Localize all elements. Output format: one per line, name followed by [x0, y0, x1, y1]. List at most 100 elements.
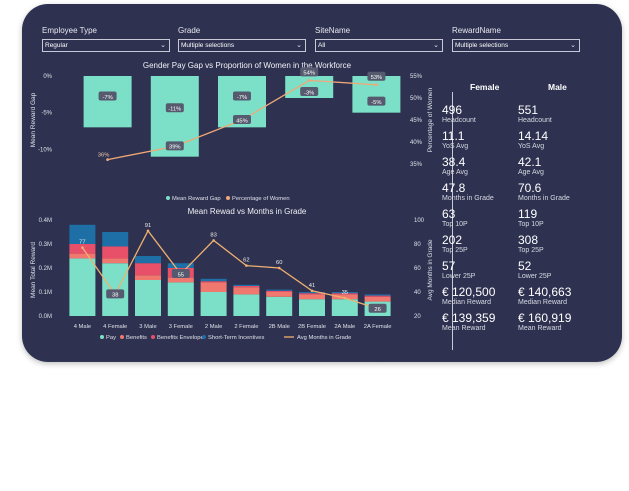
months-ytick-label: 100	[414, 218, 425, 224]
months-ytick-label: 60	[414, 266, 421, 272]
months-point	[212, 239, 215, 242]
sti-bar-segment	[364, 294, 391, 296]
pay-bar-segment	[69, 258, 96, 316]
pct-ytick-label: 45%	[410, 118, 423, 124]
kpi-female-7: € 120,500 Median Reward	[442, 286, 495, 307]
kpi-value: 57	[442, 259, 456, 273]
kpi-female-1: 11.1 YoS Avg	[442, 130, 468, 151]
chevron-down-icon: ⌄	[296, 42, 302, 49]
pct-women-point	[106, 158, 109, 162]
kpi-label: Age Avg	[442, 169, 468, 176]
kpi-value: € 120,500	[442, 285, 496, 299]
kpi-female-8: € 139,359 Mean Reward	[442, 312, 495, 333]
kpi-value: 551	[518, 103, 539, 117]
reward-xtick-label: 4 Female	[103, 324, 127, 330]
months-yaxis-title: Avg Months in Grade	[427, 239, 434, 300]
dashboard-panel: Employee Type Regular ⌄ Grade Multiple s…	[22, 4, 622, 362]
gap-data-label-bg	[165, 103, 184, 113]
reward-ytick-label: 0.2M	[39, 266, 52, 272]
legend-benefits-envelope-label: Benefits Envelope	[157, 335, 204, 341]
kpi-male-0: 551 Headcount	[518, 104, 552, 125]
benefits-envelope-bar-segment	[266, 290, 293, 292]
kpi-divider	[452, 92, 453, 350]
pct-ytick-label: 35%	[410, 162, 423, 168]
pay-bar-segment	[331, 299, 358, 316]
months-ytick-label: 20	[414, 314, 421, 320]
kpi-label: Top 25P	[442, 247, 468, 254]
months-point	[310, 289, 314, 293]
gap-bar	[352, 76, 401, 113]
benefits-bar-segment	[69, 253, 96, 259]
kpi-label: Headcount	[442, 117, 476, 124]
benefits-envelope-bar-segment	[299, 293, 325, 295]
legend-benefits-label: Benefits	[126, 335, 147, 341]
reward-yaxis-title: Mean Total Reward	[30, 242, 37, 298]
gap-data-label-bg	[367, 96, 386, 106]
months-data-label: 60	[276, 260, 282, 266]
kpi-value: 202	[442, 233, 463, 247]
kpi-label: YoS Avg	[518, 143, 545, 150]
pct-data-label-bg	[367, 71, 386, 81]
gap-data-label: -11%	[168, 107, 181, 113]
kpi-value: 42.1	[518, 155, 542, 169]
legend-benefits-marker	[120, 335, 124, 339]
sti-bar-segment	[200, 278, 227, 282]
kpi-label: Months in Grade	[442, 195, 494, 202]
kpi-male-1: 14.14 YoS Avg	[518, 130, 548, 151]
sti-bar-segment	[266, 289, 293, 291]
kpi-label: Age Avg	[518, 169, 544, 176]
filter-label: SiteName	[315, 26, 351, 35]
filter-rewardname: RewardName Multiple selections ⌄	[452, 26, 580, 52]
months-data-label: 38	[112, 293, 118, 299]
benefits-bar-segment	[233, 287, 260, 295]
benefits-envelope-bar-segment	[364, 295, 391, 297]
sti-bar-segment	[299, 292, 325, 294]
months-point	[81, 246, 84, 249]
filter-label: Employee Type	[42, 26, 97, 35]
months-data-label-bg	[368, 303, 387, 313]
chevron-down-icon: ⌄	[160, 42, 166, 49]
legend-pct-label: Percentage of Women	[232, 196, 290, 202]
kpi-value: 11.1	[442, 129, 465, 143]
kpi-male-6: 52 Lower 25P	[518, 260, 551, 281]
pct-women-point	[375, 83, 378, 87]
employee-type-dropdown[interactable]: Regular ⌄	[42, 39, 170, 52]
kpi-value: € 140,663	[518, 285, 572, 299]
gap-ytick-label: -10%	[38, 147, 53, 153]
kpi-female-6: 57 Lower 25P	[442, 260, 475, 281]
gap-bar	[83, 76, 132, 128]
months-point	[245, 264, 248, 267]
months-data-label: 41	[309, 283, 315, 289]
kpi-value: 38.4	[442, 155, 466, 169]
grade-dropdown[interactable]: Multiple selections ⌄	[178, 39, 306, 52]
gap-data-label-bg	[98, 91, 117, 101]
kpi-value: 47.8	[442, 181, 466, 195]
filter-label: Grade	[178, 26, 201, 35]
kpi-value: 52	[518, 259, 532, 273]
months-point	[146, 229, 150, 233]
gap-data-label: -7%	[102, 95, 112, 101]
legend-months-label: Avg Months in Grade	[297, 335, 351, 341]
benefits-bar-segment	[364, 296, 391, 302]
kpi-female-2: 38.4 Age Avg	[442, 156, 468, 177]
benefits-envelope-bar-segment	[135, 263, 161, 276]
months-data-label: 77	[79, 240, 85, 246]
sitename-dropdown[interactable]: All ⌄	[315, 39, 443, 52]
kpi-label: Median Reward	[442, 299, 492, 306]
kpi-label: Months in Grade	[518, 195, 570, 202]
kpi-male-4: 119 Top 10P	[518, 208, 544, 229]
pct-data-label: 53%	[371, 75, 383, 81]
gap-data-label: -5%	[371, 100, 381, 106]
pct-data-label: 54%	[303, 71, 315, 77]
kpi-label: Top 10P	[518, 221, 544, 228]
kpi-value: 496	[442, 103, 463, 117]
pay-bar-segment	[135, 280, 161, 316]
rewardname-dropdown[interactable]: Multiple selections ⌄	[452, 39, 580, 52]
dropdown-value: Multiple selections	[181, 42, 235, 49]
kpi-value: 63	[442, 207, 456, 221]
sti-bar-segment	[167, 263, 194, 268]
benefits-envelope-bar-segment	[200, 281, 227, 283]
months-ytick-label: 40	[414, 290, 421, 296]
reward-xtick-label: 2B Female	[298, 324, 326, 330]
chevron-down-icon: ⌄	[433, 42, 439, 49]
